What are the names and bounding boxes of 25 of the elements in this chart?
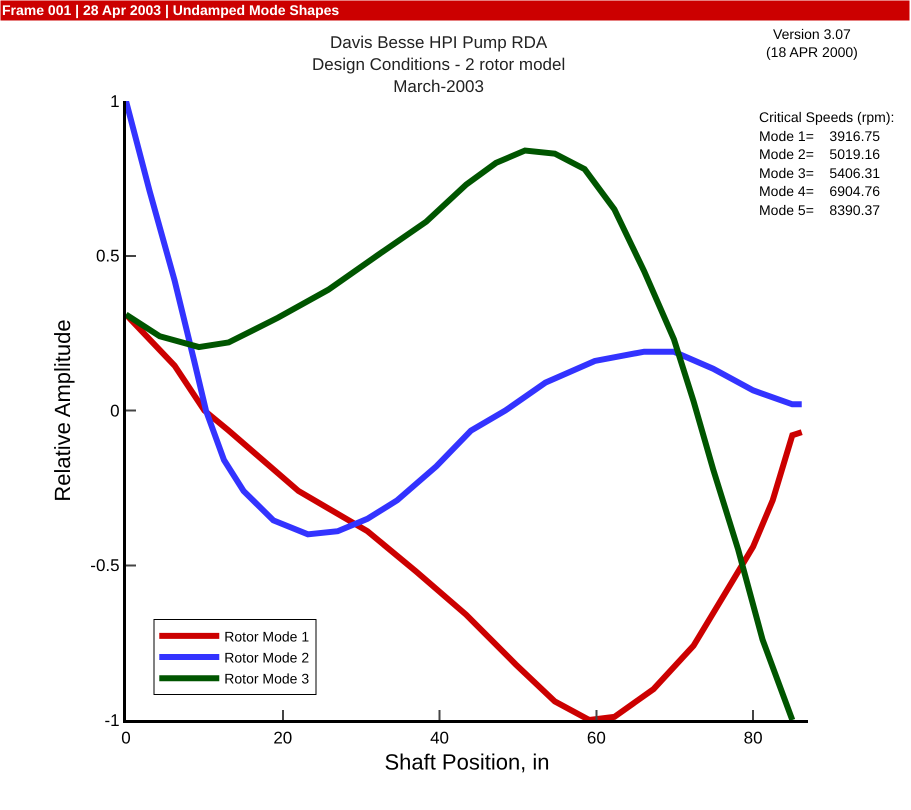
x-axis-title: Shaft Position, in bbox=[384, 749, 550, 774]
y-tick-label: -1 bbox=[104, 710, 120, 730]
y-tick-label: 0.5 bbox=[96, 246, 120, 266]
x-tick-label: 40 bbox=[430, 728, 450, 748]
annotation: Mode 4= 6904.76 bbox=[759, 183, 880, 199]
annotation: Critical Speeds (rpm): bbox=[759, 109, 894, 125]
chart-subtitle: Design Conditions - 2 rotor model March-2003 bbox=[312, 55, 566, 96]
legend-label: Rotor Mode 3 bbox=[224, 670, 310, 687]
text: Frame 001 | 28 Apr 2003 | Undamped Mode Shapes bbox=[2, 2, 340, 19]
y-tick-label: 0 bbox=[110, 401, 120, 420]
annotation: Mode 5= 8390.37 bbox=[759, 202, 880, 218]
legend-label: Rotor Mode 2 bbox=[224, 650, 310, 666]
text: Version 3.07 bbox=[773, 26, 852, 42]
annotation: Mode 2= 5019.16 bbox=[759, 146, 880, 162]
annotation: Mode 3= 5406.31 bbox=[759, 165, 880, 181]
x-tick-label: 60 bbox=[586, 728, 606, 748]
annotation: Mode 1= 3916.75 bbox=[759, 128, 880, 144]
chart-title: Davis Besse HPI Pump RDA bbox=[330, 33, 548, 52]
x-tick-label: 20 bbox=[273, 728, 292, 748]
y-tick-label: 1 bbox=[110, 92, 120, 111]
x-tick-label: 80 bbox=[744, 728, 763, 748]
y-tick-label: -0.5 bbox=[90, 556, 120, 576]
legend-label: Rotor Mode 1 bbox=[224, 628, 310, 644]
text: (18 APR 2000) bbox=[766, 44, 858, 60]
y-axis-title: Relative Amplitude bbox=[50, 319, 76, 502]
